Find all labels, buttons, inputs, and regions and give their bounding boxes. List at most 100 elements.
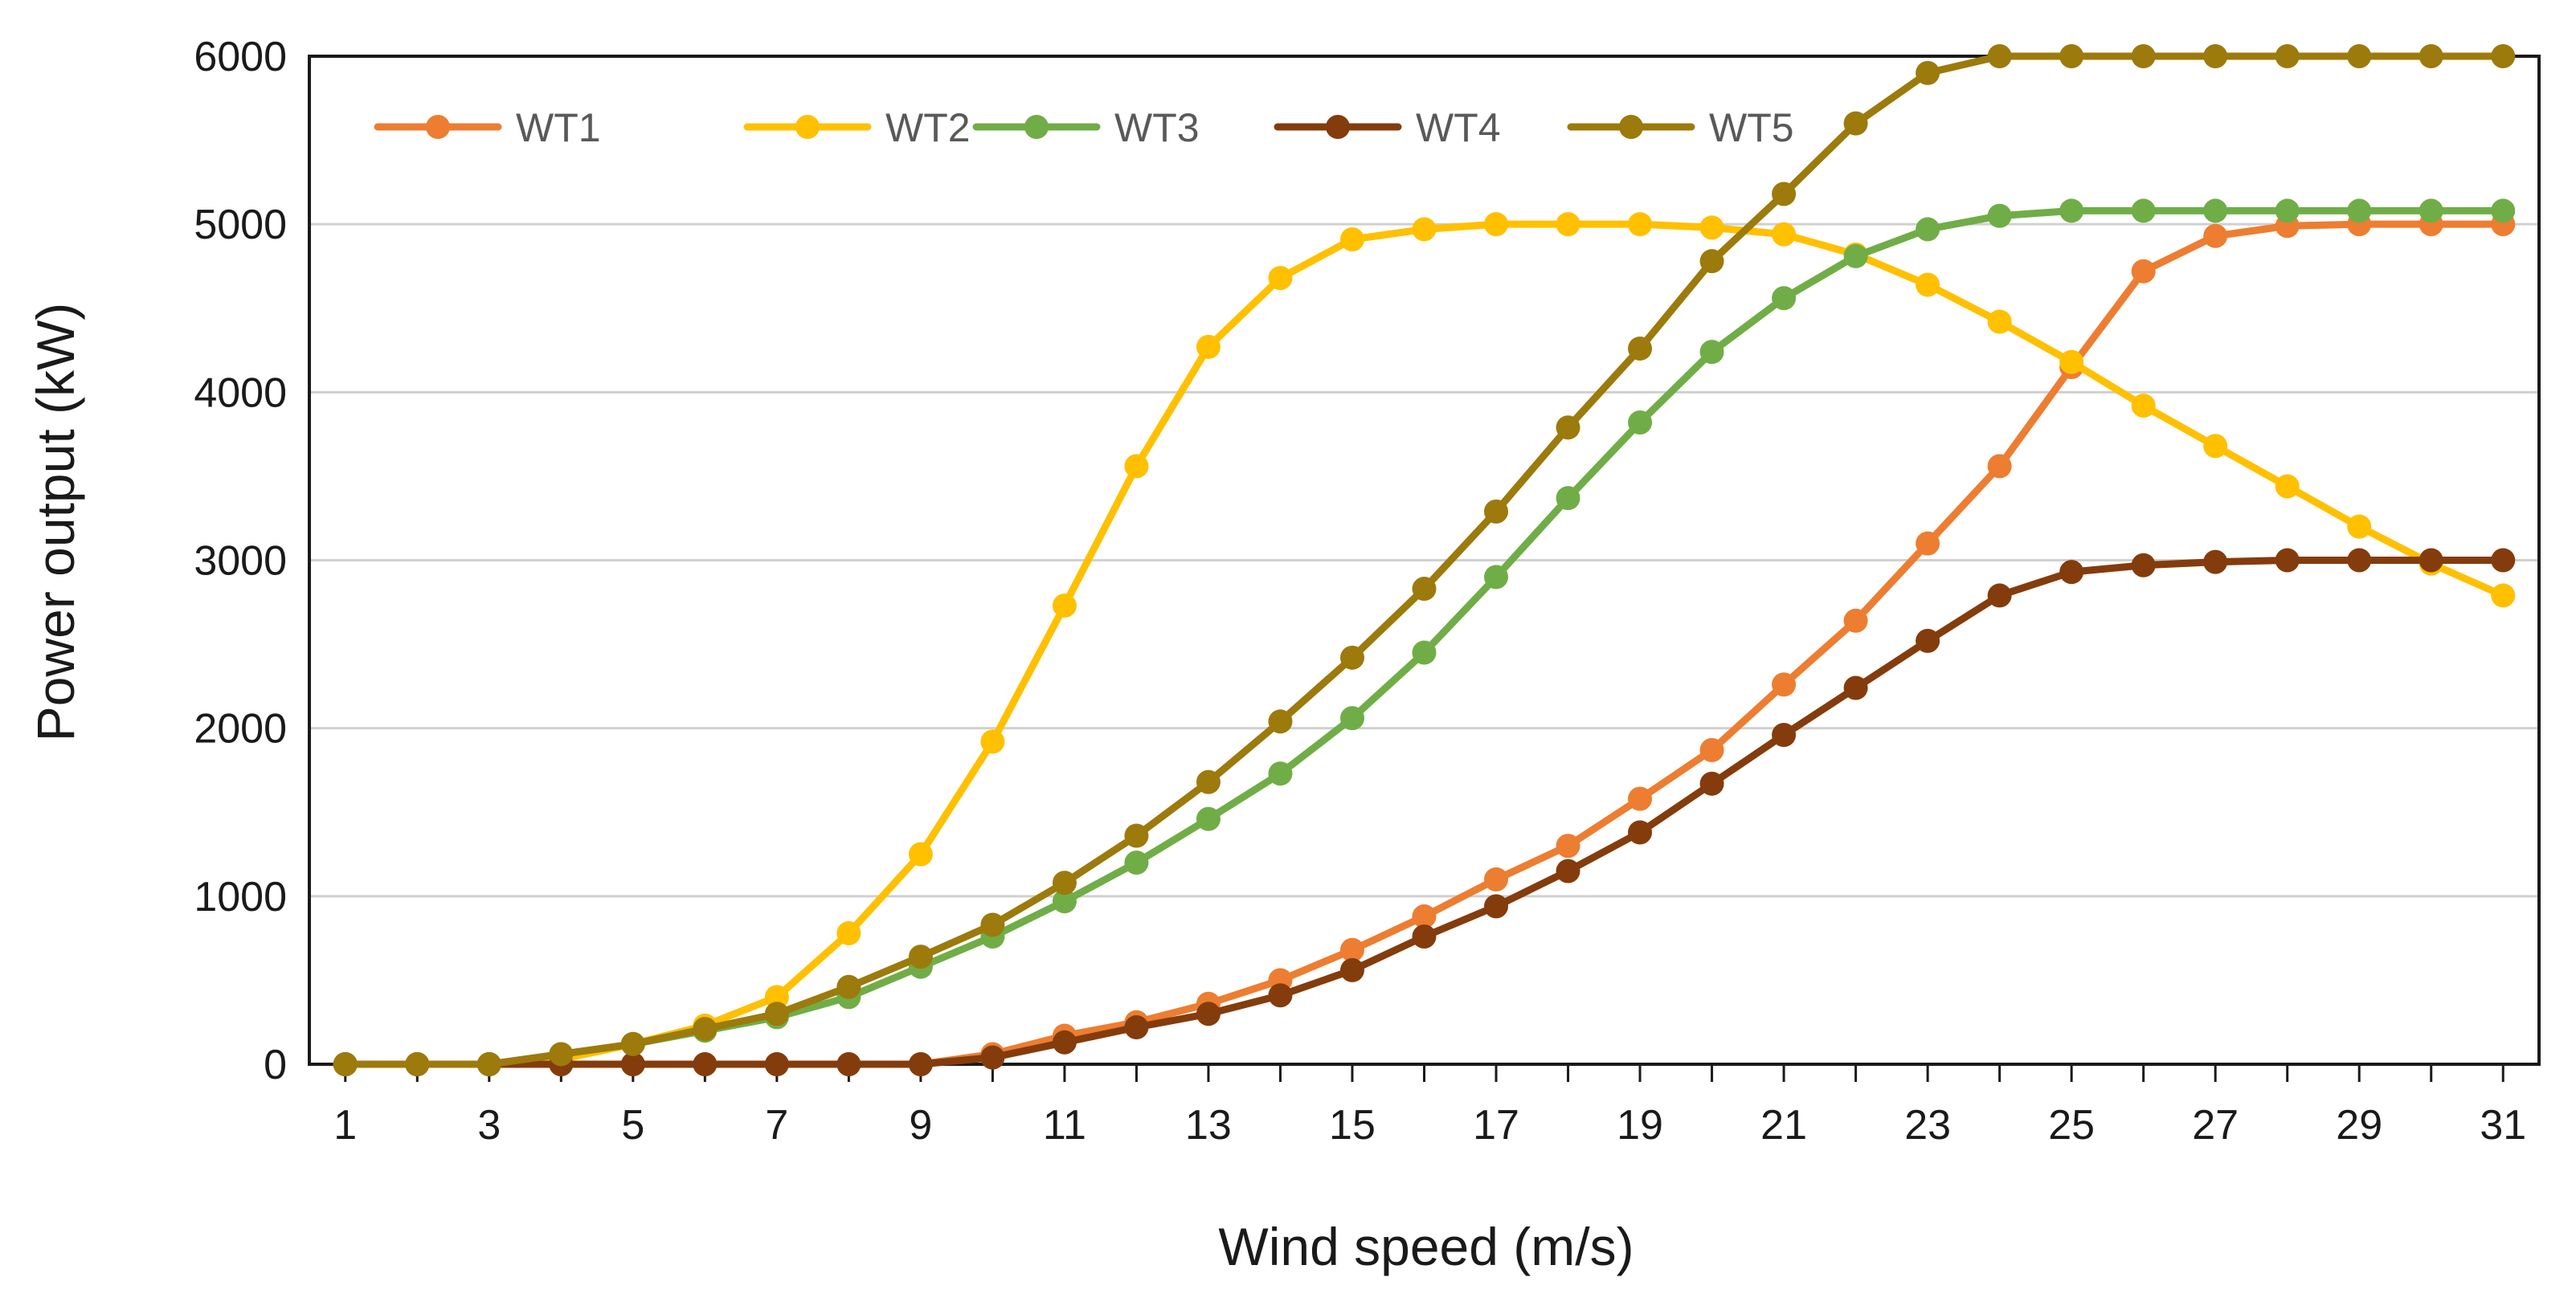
data-point-wt5 — [2275, 44, 2300, 68]
data-point-wt5 — [693, 1017, 718, 1042]
data-point-wt2 — [2203, 434, 2228, 459]
legend-swatch-marker — [426, 115, 450, 139]
legend-item-wt1: WT1 — [374, 105, 601, 150]
data-point-wt5 — [476, 1052, 501, 1076]
data-point-wt2 — [1699, 215, 1724, 240]
y-tick-label: 6000 — [194, 34, 287, 80]
data-point-wt3 — [1987, 203, 2012, 228]
data-point-wt5 — [2419, 44, 2443, 68]
data-point-wt5 — [405, 1052, 430, 1076]
data-point-wt2 — [980, 729, 1005, 754]
legend-swatch-marker — [1024, 115, 1049, 139]
data-point-wt4 — [2419, 548, 2443, 573]
legend-item-wt5: WT5 — [1567, 105, 1794, 150]
data-point-wt4 — [2059, 560, 2084, 585]
y-tick-label: 5000 — [194, 202, 287, 248]
data-point-wt1 — [1484, 867, 1509, 892]
legend-swatch-marker — [1326, 115, 1350, 139]
data-point-wt4 — [1412, 924, 1437, 949]
data-point-wt3 — [1339, 706, 1364, 731]
data-point-wt4 — [836, 1052, 861, 1076]
y-tick-label: 3000 — [194, 538, 287, 585]
data-point-wt5 — [836, 974, 861, 999]
x-tick-label: 29 — [2336, 1102, 2382, 1149]
data-point-wt4 — [2275, 548, 2300, 573]
data-point-wt5 — [2203, 44, 2228, 68]
data-point-wt4 — [1699, 771, 1724, 796]
data-point-wt3 — [2203, 198, 2228, 223]
data-point-wt5 — [1699, 249, 1724, 274]
data-point-wt3 — [1699, 340, 1724, 365]
data-point-wt5 — [2491, 44, 2516, 68]
data-point-wt5 — [2131, 44, 2156, 68]
legend-label: WT2 — [885, 105, 971, 150]
data-point-wt3 — [1124, 851, 1149, 875]
data-point-wt4 — [1987, 583, 2012, 608]
data-point-wt1 — [1339, 937, 1364, 962]
data-point-wt5 — [1268, 709, 1293, 734]
data-point-wt2 — [1412, 217, 1437, 242]
x-axis-title: Wind speed (m/s) — [1218, 1217, 1634, 1276]
legend-item-wt3: WT3 — [972, 105, 1200, 150]
data-point-wt2 — [2275, 474, 2300, 499]
data-point-wt5 — [2347, 44, 2372, 68]
data-point-wt5 — [1052, 871, 1077, 896]
legend-item-wt2: WT2 — [743, 105, 971, 150]
data-point-wt4 — [2347, 548, 2372, 573]
data-point-wt2 — [1339, 227, 1364, 251]
data-point-wt2 — [1628, 212, 1653, 237]
data-point-wt4 — [1628, 820, 1653, 845]
data-point-wt4 — [693, 1052, 718, 1076]
data-point-wt5 — [1772, 182, 1797, 206]
data-point-wt5 — [764, 1002, 789, 1026]
data-point-wt3 — [1843, 243, 1868, 268]
data-point-wt5 — [549, 1042, 574, 1067]
x-tick-label: 21 — [1760, 1102, 1807, 1149]
data-point-wt5 — [1196, 769, 1221, 794]
x-tick-label: 3 — [477, 1102, 501, 1149]
data-point-wt1 — [1916, 531, 1940, 556]
data-point-wt4 — [980, 1045, 1005, 1070]
data-point-wt2 — [908, 842, 933, 867]
data-point-wt4 — [1124, 1014, 1149, 1039]
series-wt4 — [333, 548, 2516, 1076]
y-tick-label: 1000 — [194, 874, 287, 920]
data-point-wt4 — [1052, 1030, 1077, 1055]
data-point-wt4 — [1484, 894, 1509, 919]
series-lines — [333, 44, 2516, 1076]
data-point-wt3 — [2059, 198, 2084, 223]
data-point-wt2 — [2131, 394, 2156, 418]
data-point-wt4 — [2203, 549, 2228, 574]
y-tick-label: 2000 — [194, 706, 287, 753]
data-point-wt1 — [2131, 259, 2156, 284]
data-point-wt2 — [1052, 593, 1077, 618]
data-point-wt2 — [2491, 583, 2516, 608]
series-wt5 — [333, 44, 2516, 1076]
data-point-wt5 — [908, 945, 933, 969]
data-point-wt4 — [1843, 675, 1868, 700]
data-point-wt2 — [1772, 222, 1797, 247]
x-tick-label: 1 — [333, 1102, 357, 1149]
data-point-wt4 — [1268, 983, 1293, 1008]
x-tick-label: 31 — [2480, 1102, 2526, 1149]
data-point-wt3 — [2491, 198, 2516, 223]
data-point-wt5 — [1124, 823, 1149, 848]
y-tick-label: 4000 — [194, 369, 287, 416]
data-point-wt4 — [764, 1052, 789, 1076]
legend-swatch-marker — [1619, 115, 1643, 139]
series-line-wt4 — [341, 557, 2507, 1068]
x-tick-label: 23 — [1904, 1102, 1951, 1149]
data-point-wt4 — [2131, 553, 2156, 577]
data-point-wt5 — [1339, 645, 1364, 670]
data-point-wt4 — [620, 1052, 645, 1076]
data-point-wt5 — [620, 1031, 645, 1056]
x-tick-label: 13 — [1185, 1102, 1232, 1149]
x-tick-label: 5 — [621, 1102, 644, 1149]
data-point-wt4 — [1556, 859, 1580, 884]
legend-label: WT1 — [516, 105, 601, 150]
data-point-wt1 — [1412, 904, 1437, 928]
data-point-wt2 — [1124, 454, 1149, 479]
x-tick-label: 7 — [765, 1102, 788, 1149]
data-point-wt4 — [1339, 957, 1364, 982]
